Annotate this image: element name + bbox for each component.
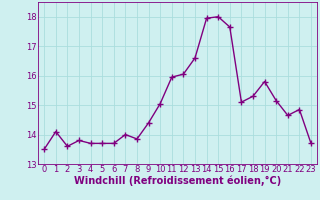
X-axis label: Windchill (Refroidissement éolien,°C): Windchill (Refroidissement éolien,°C)	[74, 176, 281, 186]
